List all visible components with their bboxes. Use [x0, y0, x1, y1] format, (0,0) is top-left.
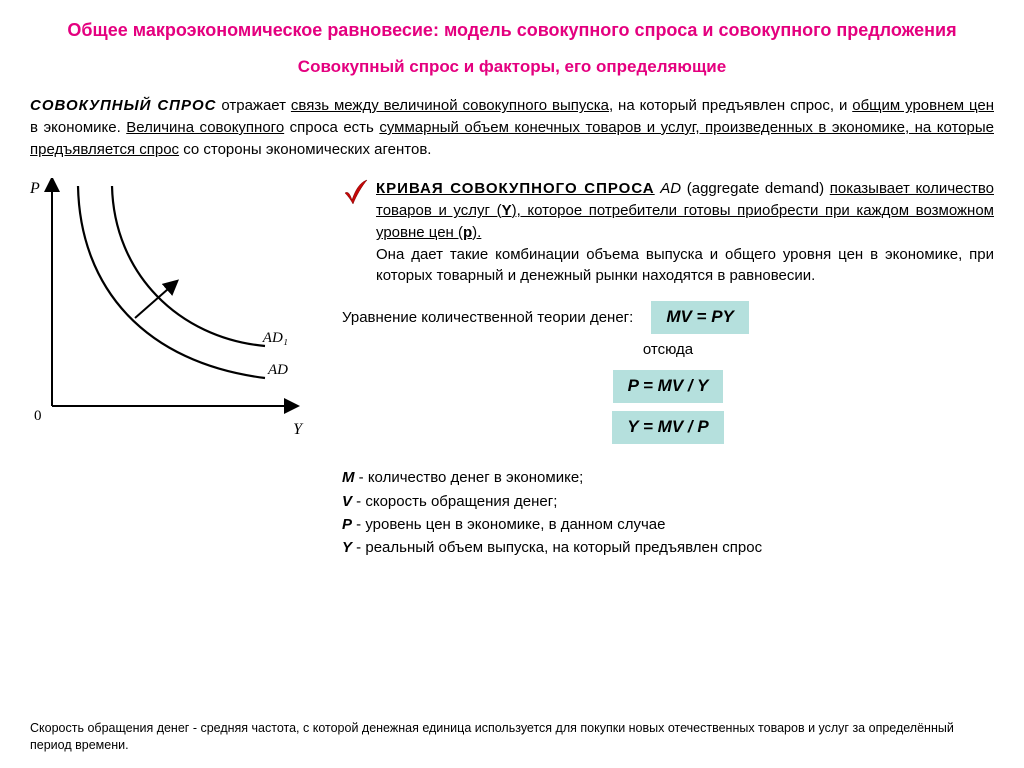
intro-paragraph: СОВОКУПНЫЙ СПРОС отражает связь между ве… — [30, 95, 994, 160]
intro-term: СОВОКУПНЫЙ СПРОС — [30, 97, 216, 114]
check-icon — [342, 178, 368, 287]
graph-svg — [30, 178, 310, 438]
equation-intro-row: Уравнение количественной теории денег: M… — [342, 301, 994, 334]
shift-arrow — [135, 282, 176, 318]
equation-mv-py: MV = PY — [651, 301, 749, 334]
ad-definition-block: КРИВАЯ СОВОКУПНОГО СПРОСА AD (aggregate … — [342, 178, 994, 287]
origin-label: 0 — [34, 406, 42, 426]
curve-label-ad: AD — [268, 360, 288, 380]
footnote: Скорость обращения денег - средняя часто… — [30, 720, 994, 754]
ad-paragraph: Она дает такие комбинации объема выпуска… — [376, 246, 994, 285]
variable-definitions: М - количество денег в экономике;V - ско… — [342, 466, 994, 559]
curve-ad — [78, 186, 265, 378]
equation-y: Y = MV / P — [612, 411, 723, 444]
main-title: Общее макроэкономическое равновесие: мод… — [30, 18, 994, 42]
curve-label-ad1: AD₁ — [263, 328, 288, 348]
ad-heading: КРИВАЯ СОВОКУПНОГО СПРОСА — [376, 180, 655, 197]
equation-intro: Уравнение количественной теории денег: — [342, 308, 633, 328]
hence-label: отсюда — [342, 340, 994, 360]
x-axis-label: Y — [293, 419, 302, 441]
equation-p: P = MV / Y — [613, 370, 724, 403]
ad-curve-graph: P 0 Y AD AD₁ — [30, 178, 310, 438]
y-axis-label: P — [30, 178, 40, 200]
subtitle: Совокупный спрос и факторы, его определя… — [30, 56, 994, 79]
